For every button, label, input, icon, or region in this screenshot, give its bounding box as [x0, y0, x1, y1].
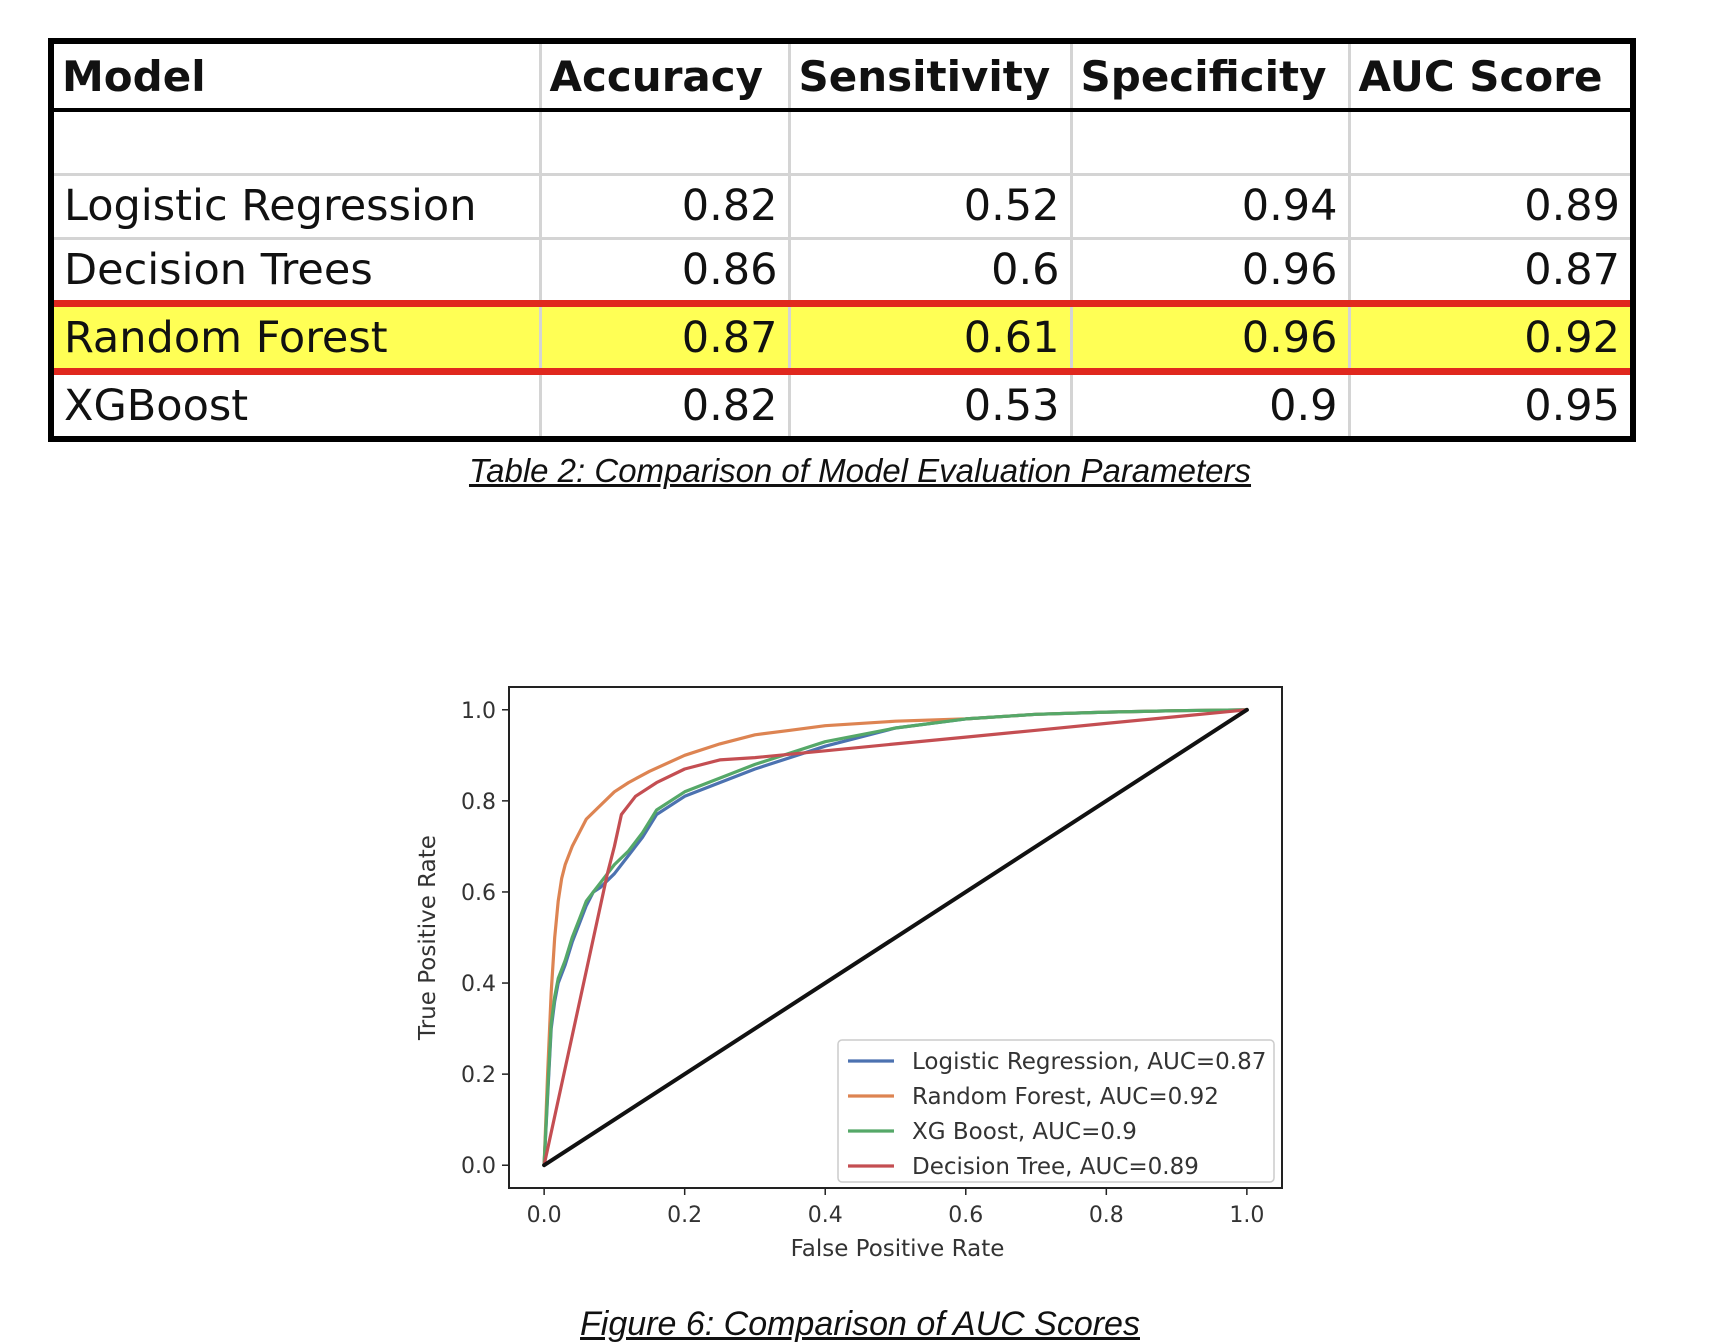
- sensitivity-cell: 0.6: [787, 238, 1071, 306]
- x-tick-label: 0.2: [667, 1203, 702, 1228]
- series-line: [542, 708, 1249, 1167]
- y-tick-label: 0.8: [461, 790, 496, 815]
- x-tick-label: 1.0: [1229, 1203, 1264, 1228]
- table-header-row: Model Accuracy Sensitivity Specificity A…: [54, 44, 1630, 112]
- table-row-highlighted: Random Forest 0.87 0.61 0.96 0.92: [54, 300, 1630, 376]
- specificity-cell: 0.96: [1069, 300, 1349, 376]
- accuracy-cell: 0.82: [538, 174, 789, 240]
- auc-cell: 0.87: [1347, 238, 1630, 306]
- empty-cell: [54, 110, 540, 176]
- model-name-cell: XGBoost: [64, 380, 249, 431]
- auc-cell: 0.89: [1347, 174, 1630, 240]
- model-name-cell: Decision Trees: [54, 238, 540, 306]
- header-accuracy: Accuracy: [538, 44, 789, 112]
- auc-cell: 0.92: [1347, 300, 1630, 376]
- header-specificity: Specificity: [1069, 44, 1349, 112]
- y-tick-label: 0.4: [461, 972, 496, 997]
- header-model: Model: [54, 44, 540, 112]
- legend-label: Random Forest, AUC=0.92: [912, 1084, 1219, 1110]
- table-caption: Table 2: Comparison of Model Evaluation …: [468, 452, 1252, 489]
- empty-cell: [538, 110, 789, 176]
- model-name-cell: Logistic Regression: [54, 174, 540, 240]
- table-row: XGBoost 0.82 0.53 0.9 0.95: [54, 371, 1630, 436]
- diagonal-reference-line: [542, 707, 1249, 1168]
- y-tick-label: 0.2: [461, 1063, 496, 1088]
- empty-cell: [1069, 110, 1349, 176]
- table-row: Decision Trees 0.86 0.6 0.96 0.87: [54, 238, 1630, 306]
- legend-label: Decision Tree, AUC=0.89: [912, 1154, 1199, 1180]
- empty-cell: [1347, 110, 1630, 176]
- series-line: [542, 708, 1249, 1167]
- sensitivity-cell: 0.61: [787, 300, 1071, 376]
- header-sensitivity: Sensitivity: [787, 44, 1071, 112]
- legend-box: [837, 1039, 1275, 1183]
- x-tick-label: 0.0: [527, 1203, 562, 1228]
- header-auc-score: AUC Score: [1347, 44, 1630, 112]
- auc-cell: 0.95: [1347, 371, 1630, 436]
- legend-label: XG Boost, AUC=0.9: [912, 1119, 1137, 1145]
- accuracy-cell: 0.82: [538, 371, 789, 436]
- accuracy-cell: 0.87: [538, 300, 789, 376]
- x-tick-label: 0.6: [948, 1203, 983, 1228]
- model-name-cell: Random Forest: [54, 300, 540, 376]
- y-axis-label: True Positive Rate: [415, 835, 441, 1041]
- table-row: Logistic Regression 0.82 0.52 0.94 0.89: [54, 174, 1630, 240]
- figure-caption: Figure 6: Comparison of AUC Scores: [580, 1305, 1140, 1343]
- metrics-table-grid: Model Accuracy Sensitivity Specificity A…: [54, 44, 1630, 436]
- specificity-cell: 0.94: [1069, 174, 1349, 240]
- x-axis-label: False Positive Rate: [791, 1236, 1005, 1262]
- sensitivity-cell: 0.52: [787, 174, 1071, 240]
- specificity-cell: 0.9: [1069, 371, 1349, 436]
- empty-cell: [787, 110, 1071, 176]
- sensitivity-cell: 0.53: [787, 371, 1071, 436]
- accuracy-cell: 0.86: [538, 238, 789, 306]
- table-empty-row: [54, 110, 1630, 176]
- specificity-cell: 0.96: [1069, 238, 1349, 306]
- y-tick-label: 1.0: [461, 699, 496, 724]
- x-tick-label: 0.8: [1089, 1203, 1124, 1228]
- metrics-table: Model Accuracy Sensitivity Specificity A…: [48, 38, 1636, 442]
- y-tick-label: 0.0: [461, 1154, 496, 1179]
- legend-label: Logistic Regression, AUC=0.87: [912, 1049, 1266, 1075]
- x-tick-label: 0.4: [808, 1203, 843, 1228]
- y-tick-label: 0.6: [461, 881, 496, 906]
